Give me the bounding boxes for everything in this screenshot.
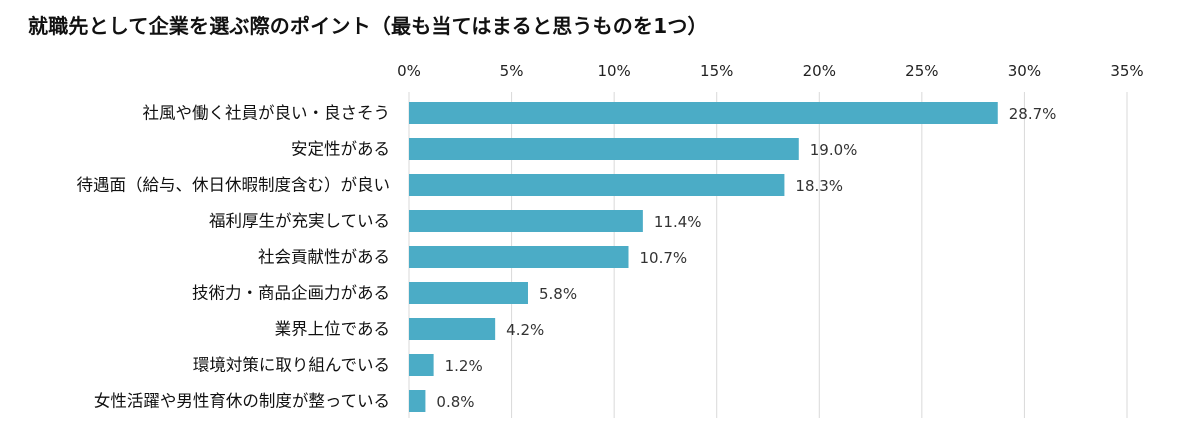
- category-label: 業界上位である: [275, 320, 390, 339]
- x-tick-label: 30%: [1008, 62, 1041, 80]
- data-label: 18.3%: [795, 177, 843, 195]
- bar: [409, 318, 496, 340]
- bar: [409, 390, 426, 412]
- x-tick-label: 10%: [597, 62, 630, 80]
- bar: [409, 138, 799, 160]
- x-tick-label: 20%: [803, 62, 836, 80]
- data-label: 0.8%: [436, 393, 474, 411]
- category-label: 女性活躍や男性育休の制度が整っている: [94, 392, 390, 411]
- category-label: 待遇面（給与、休日休暇制度含む）が良い: [77, 176, 391, 195]
- category-label: 安定性がある: [291, 140, 390, 159]
- x-tick-label: 35%: [1110, 62, 1143, 80]
- bar: [409, 102, 998, 124]
- x-tick-label: 15%: [700, 62, 733, 80]
- category-label: 環境対策に取り組んでいる: [193, 356, 390, 375]
- data-label: 19.0%: [810, 141, 858, 159]
- bar: [409, 174, 785, 196]
- data-label: 4.2%: [506, 321, 544, 339]
- data-label: 11.4%: [654, 213, 702, 231]
- data-label: 28.7%: [1009, 105, 1057, 123]
- bar: [409, 282, 528, 304]
- category-label: 社風や働く社員が良い・良さそう: [143, 104, 391, 123]
- x-tick-label: 25%: [905, 62, 938, 80]
- bar: [409, 210, 643, 232]
- chart-title: 就職先として企業を選ぶ際のポイント（最も当てはまると思うものを1つ）: [28, 14, 708, 38]
- bar: [409, 354, 434, 376]
- bar: [409, 246, 629, 268]
- data-label: 1.2%: [445, 357, 483, 375]
- category-label: 社会貢献性がある: [258, 248, 390, 267]
- data-label: 10.7%: [640, 249, 688, 267]
- x-tick-label: 0%: [397, 62, 421, 80]
- category-label: 技術力・商品企画力がある: [192, 284, 390, 303]
- category-label: 福利厚生が充実している: [209, 212, 390, 231]
- data-label: 5.8%: [539, 285, 577, 303]
- x-tick-label: 5%: [500, 62, 524, 80]
